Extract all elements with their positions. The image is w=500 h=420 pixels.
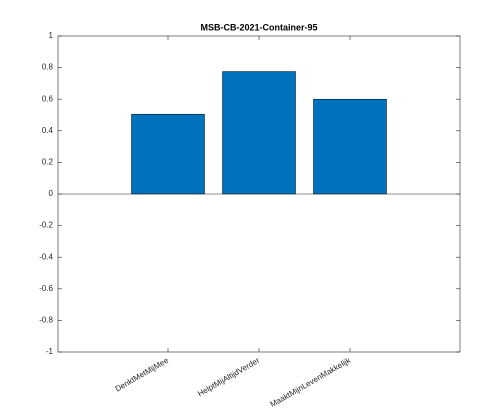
y-tick-label: 1 [49, 31, 54, 40]
y-tick-label: 0 [49, 189, 54, 198]
y-tick-label: 0.8 [42, 63, 54, 72]
y-tick-label: 0.4 [42, 126, 54, 135]
bar [222, 71, 296, 195]
bar [313, 98, 387, 195]
y-tick-label: 0.6 [42, 94, 54, 103]
chart-title: MSB-CB-2021-Container-95 [200, 22, 317, 32]
y-tick-label: -0.8 [39, 316, 53, 325]
y-tick-label: -0.6 [39, 284, 53, 293]
y-tick-label: -1 [46, 347, 54, 356]
bar [131, 113, 205, 195]
y-tick-label: -0.2 [39, 221, 53, 230]
y-tick-label: -0.4 [39, 252, 53, 261]
y-tick-label: 0.2 [42, 158, 54, 167]
